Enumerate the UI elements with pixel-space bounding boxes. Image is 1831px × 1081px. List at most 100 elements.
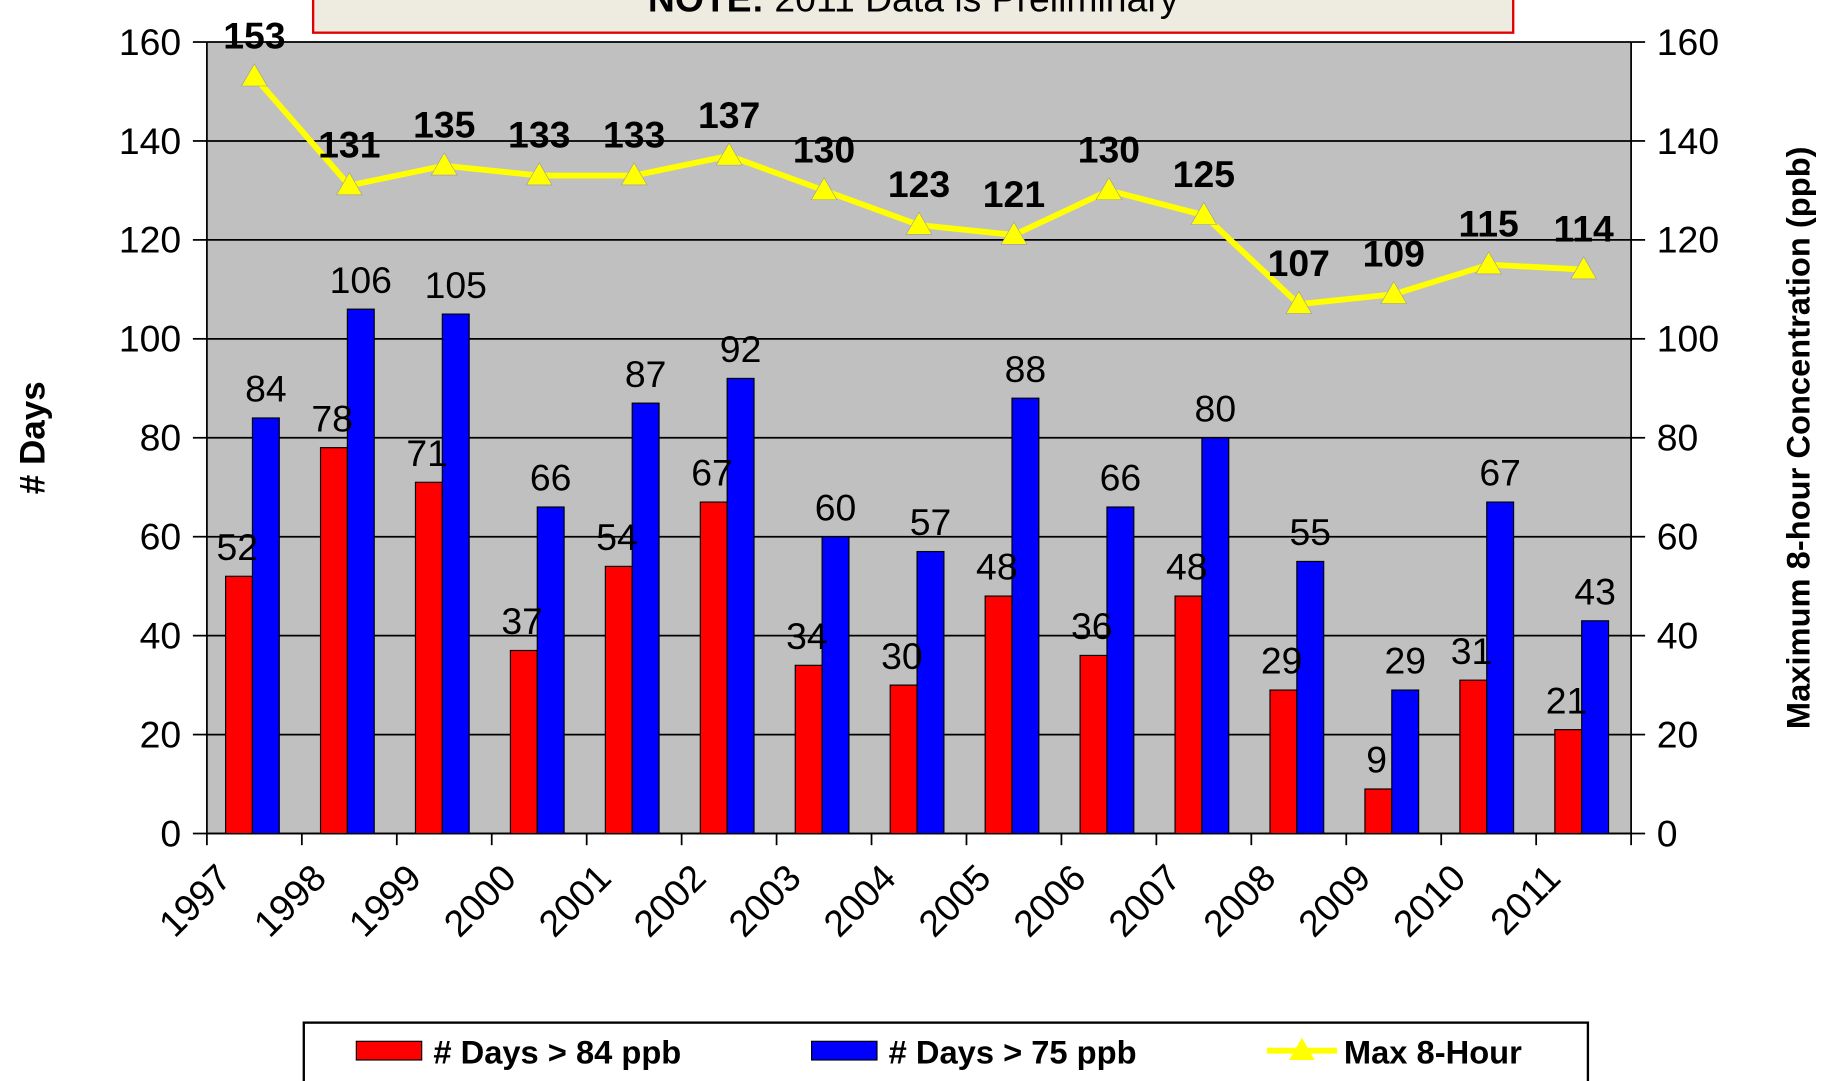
data-label: 52 <box>216 526 258 568</box>
line-label: 133 <box>508 114 570 156</box>
line-marker <box>1475 251 1503 275</box>
x-tick-label: 1997 <box>151 856 239 944</box>
note: NOTE: 2011 Data is Preliminary <box>648 0 1179 20</box>
y-tick-label: 140 <box>119 120 181 162</box>
line-marker <box>1190 201 1218 225</box>
data-label: 88 <box>1005 348 1047 390</box>
x-tick-label: 2000 <box>435 856 523 944</box>
bar <box>631 402 660 835</box>
line-label: 115 <box>1459 203 1519 245</box>
line-marker <box>1095 177 1123 201</box>
x-tick-label: 2006 <box>1005 856 1093 944</box>
y-tick-label: 60 <box>140 516 182 558</box>
legend-label: Max 8-Hour <box>1344 1033 1522 1070</box>
bar <box>1486 501 1515 835</box>
y2-tick-label: 100 <box>1657 318 1719 360</box>
legend-label: # Days > 75 ppb <box>889 1033 1137 1070</box>
bar <box>699 501 728 835</box>
data-label: 57 <box>910 501 952 543</box>
x-tick-label: 2002 <box>625 856 713 944</box>
data-label: 55 <box>1289 511 1331 553</box>
bar <box>1269 689 1298 835</box>
line-marker <box>1285 290 1313 314</box>
line-label: 130 <box>1078 128 1140 170</box>
line-label: 153 <box>223 15 285 57</box>
bar <box>536 506 565 835</box>
x-tick-label: 2004 <box>815 856 903 944</box>
line-marker <box>810 177 838 201</box>
y2-tick-label: 40 <box>1657 614 1699 656</box>
bar <box>509 649 538 835</box>
bar <box>1106 506 1135 835</box>
x-tick-label: 2005 <box>910 856 998 944</box>
line-marker <box>715 142 743 166</box>
bar <box>916 550 945 835</box>
bar <box>1364 788 1393 835</box>
line-label: 109 <box>1363 232 1425 274</box>
y2-tick-label: 120 <box>1657 219 1719 261</box>
y-tick-label: 0 <box>160 812 181 854</box>
data-label: 92 <box>720 328 762 370</box>
line-label: 125 <box>1173 153 1235 195</box>
line-label: 121 <box>983 173 1045 215</box>
bar <box>984 595 1013 835</box>
note-text: 2011 Data is Preliminary <box>774 0 1178 20</box>
line-marker <box>1570 256 1597 280</box>
bar <box>346 308 375 835</box>
data-label: 78 <box>311 397 353 439</box>
legend-swatch <box>811 1040 878 1061</box>
line-marker <box>241 63 268 87</box>
bar <box>1581 620 1610 835</box>
line-marker <box>430 152 458 176</box>
x-tick-label: 2008 <box>1195 856 1283 944</box>
line-label: 133 <box>603 114 665 156</box>
data-label: 21 <box>1546 679 1588 721</box>
y2-tick-label: 160 <box>1657 21 1719 63</box>
y-tick-label: 100 <box>119 318 181 360</box>
bar <box>604 565 633 835</box>
x-tick-label: 1998 <box>246 856 334 944</box>
y-tick-label: 20 <box>140 713 182 755</box>
line-marker <box>620 162 648 186</box>
bar <box>1296 560 1325 835</box>
note-label: NOTE: <box>648 0 764 20</box>
bar <box>1391 689 1420 835</box>
line-marker <box>905 211 933 235</box>
data-label: 66 <box>1100 457 1142 499</box>
x-tick-label: 2007 <box>1100 856 1188 944</box>
bar <box>224 575 254 835</box>
line-label: 130 <box>793 128 855 170</box>
line-marker <box>335 172 363 196</box>
bar <box>726 377 755 835</box>
line-label: 107 <box>1268 242 1330 284</box>
data-label: 60 <box>815 486 857 528</box>
line-marker <box>525 162 553 186</box>
line-label: 135 <box>413 104 475 146</box>
data-label: 48 <box>976 546 1018 588</box>
y-tick-label: 120 <box>119 219 181 261</box>
x-tick-label: 2003 <box>720 856 808 944</box>
data-label: 43 <box>1574 570 1616 612</box>
line-label: 123 <box>888 163 950 205</box>
data-label: 37 <box>501 600 543 642</box>
data-label: 106 <box>330 259 392 301</box>
legend <box>302 1021 1590 1081</box>
y-axis-title: # Days <box>14 381 53 494</box>
data-label: 36 <box>1071 605 1113 647</box>
bar <box>1011 397 1040 835</box>
data-label: 29 <box>1384 640 1426 682</box>
y-tick-label: 80 <box>140 417 182 459</box>
line-marker <box>1380 280 1408 304</box>
y2-tick-label: 140 <box>1657 120 1719 162</box>
x-tick-label: 2010 <box>1385 856 1473 944</box>
bar <box>1201 437 1230 835</box>
legend-label: # Days > 84 ppb <box>433 1033 681 1070</box>
legend-swatch <box>355 1040 423 1061</box>
data-label: 105 <box>425 264 487 306</box>
y2-tick-label: 0 <box>1657 812 1678 854</box>
data-label: 87 <box>625 353 667 395</box>
data-label: 30 <box>881 635 923 677</box>
legend-swatch <box>1289 1037 1315 1060</box>
data-label: 71 <box>406 432 448 474</box>
